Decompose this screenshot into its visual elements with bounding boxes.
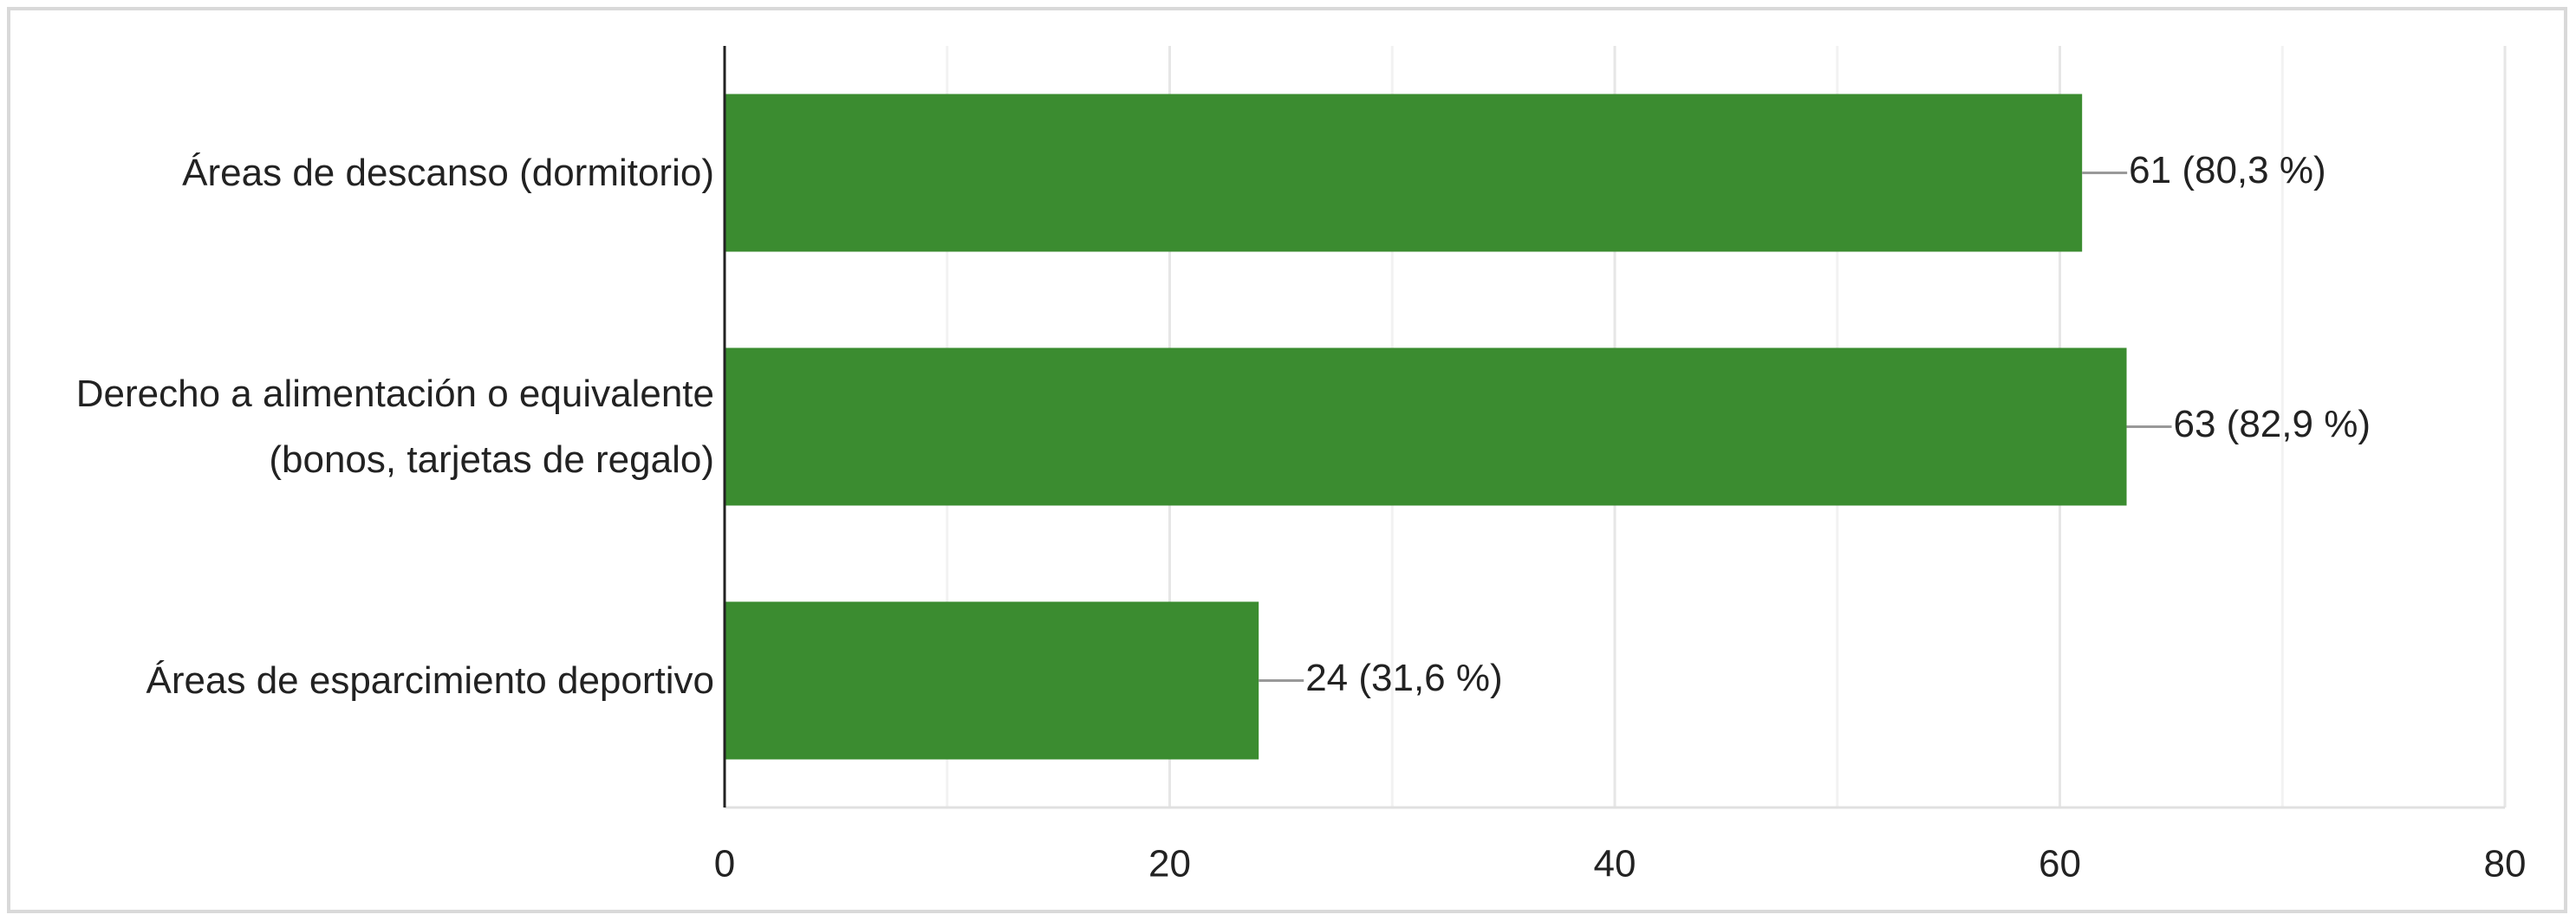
bar	[725, 347, 2127, 506]
y-tick-label: Áreas de esparcimiento deportivo	[146, 658, 714, 702]
value-label: 24 (31,6 %)	[1305, 657, 1502, 699]
bar	[725, 94, 2083, 252]
x-tick-label: 0	[714, 843, 735, 885]
bar	[725, 601, 1259, 760]
y-tick-label: Derecho a alimentación o equivalente (bo…	[75, 372, 714, 481]
value-label: 61 (80,3 %)	[2129, 149, 2326, 191]
x-tick-label: 80	[2484, 843, 2527, 885]
x-tick-label: 40	[1594, 843, 1636, 885]
y-tick-label: Áreas de descanso (dormitorio)	[182, 151, 714, 194]
value-label: 63 (82,9 %)	[2174, 403, 2371, 445]
x-tick-label: 20	[1148, 843, 1191, 885]
x-tick-label: 60	[2039, 843, 2081, 885]
